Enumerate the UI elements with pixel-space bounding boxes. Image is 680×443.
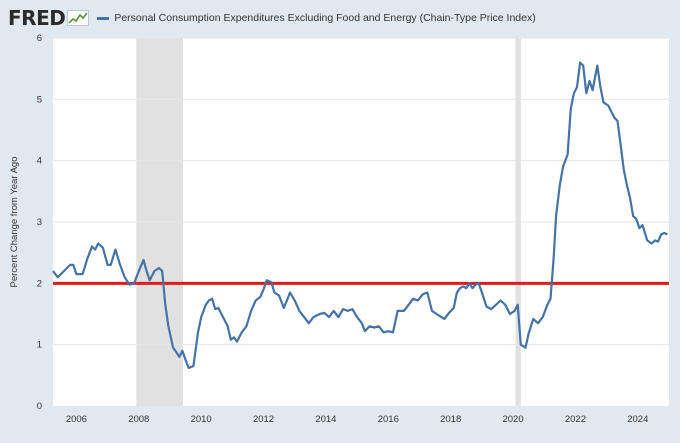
chart-header: FRED Personal Consumption Expenditures E…	[0, 0, 680, 36]
x-tick-label-2020: 2020	[502, 414, 523, 425]
y-tick-label-1: 1	[37, 340, 42, 351]
fred-logo-text: FRED	[8, 6, 66, 30]
legend-swatch	[97, 16, 110, 20]
legend-label: Personal Consumption Expenditures Exclud…	[114, 12, 536, 24]
y-axis-label: Percent Change from Year Ago	[9, 157, 20, 288]
x-tick-label-2006: 2006	[66, 414, 87, 425]
chart-legend: Personal Consumption Expenditures Exclud…	[97, 12, 536, 24]
series-line-0	[52, 61, 668, 370]
y-tick-label-5: 5	[37, 94, 42, 105]
y-tick-label-4: 4	[37, 156, 42, 167]
x-tick-label-2016: 2016	[378, 414, 399, 425]
x-tick-label-2022: 2022	[565, 414, 586, 425]
y-tick-label-6: 6	[37, 33, 42, 44]
x-tick-label-2024: 2024	[627, 414, 648, 425]
y-axis-ticks: 0 1 2 3 4 5 6	[37, 33, 42, 412]
x-axis-ticks: 2006 2008 2010 2012 2014 2016 2018 2020 2022 2024	[66, 414, 649, 425]
series-group	[52, 61, 668, 370]
y-tick-label-2: 2	[37, 278, 42, 289]
x-tick-label-2010: 2010	[191, 414, 212, 425]
x-tick-label-2008: 2008	[128, 414, 149, 425]
x-tick-label-2014: 2014	[315, 414, 336, 425]
x-tick-label-2012: 2012	[253, 414, 274, 425]
y-tick-label-3: 3	[37, 217, 42, 228]
y-tick-label-0: 0	[37, 401, 42, 412]
fred-logo[interactable]: FRED	[8, 6, 90, 30]
x-tick-label-2018: 2018	[440, 414, 461, 425]
chart-line-icon	[67, 10, 90, 26]
